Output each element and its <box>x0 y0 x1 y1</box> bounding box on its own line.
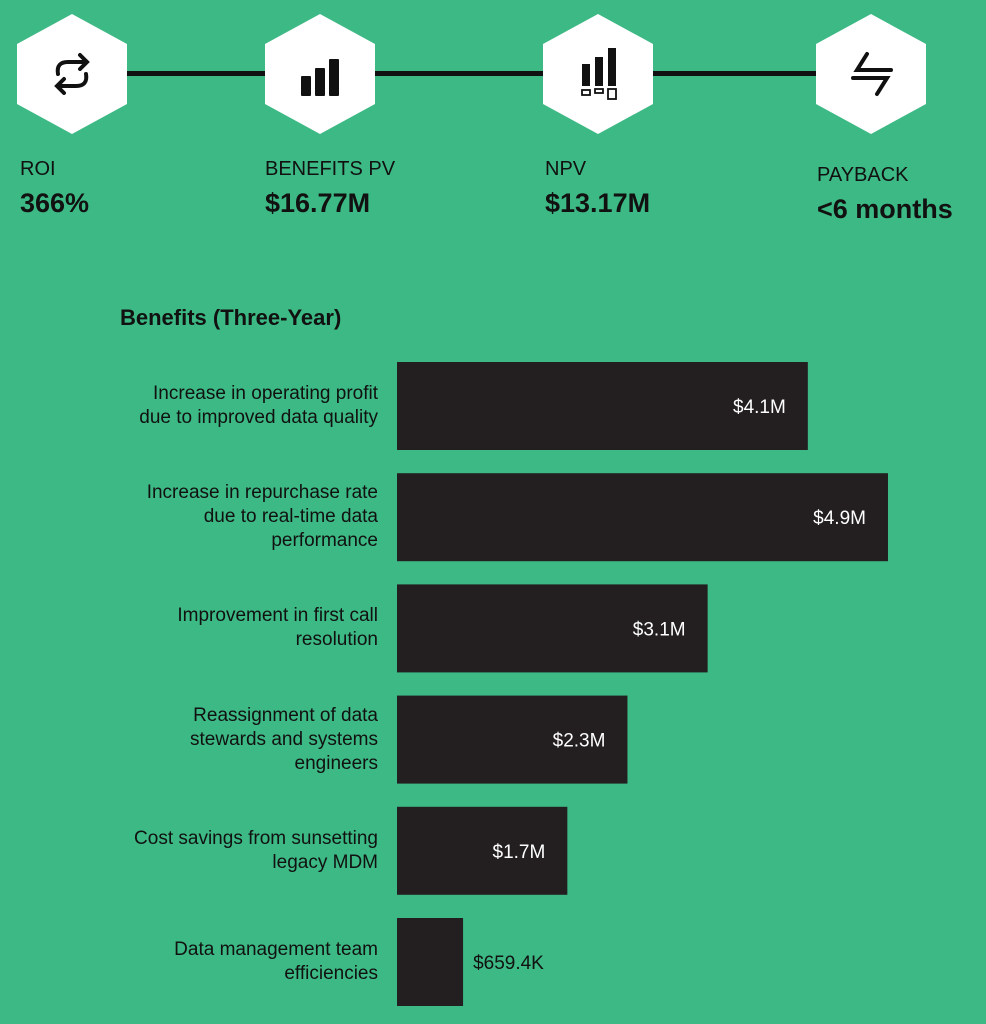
bar-chart-boxes-icon <box>581 48 617 100</box>
category-label: Increase in repurchase rate due to real-t… <box>146 482 378 552</box>
roi-label: ROI <box>20 158 56 180</box>
bar-chart-icon <box>301 59 339 96</box>
bar <box>397 473 888 562</box>
bar <box>397 695 628 784</box>
chart-title: Benefits (Three-Year) <box>120 305 342 330</box>
bar-value-label: $1.7M <box>493 842 546 863</box>
bar-value-label: $2.3M <box>553 731 606 752</box>
payback-value: <6 months <box>817 194 953 224</box>
bar <box>397 918 464 1006</box>
bar-value-label: $4.9M <box>813 508 866 529</box>
category-label: Cost savings from sunsetting legacy MDM <box>134 827 378 873</box>
benefits-pv-label: BENEFITS PV <box>265 158 396 180</box>
payback-label: PAYBACK <box>817 164 909 186</box>
category-label: Improvement in first call resolution <box>177 605 378 651</box>
kpi-connector-line <box>72 71 872 76</box>
bar-value-label: $3.1M <box>633 619 686 640</box>
bar-value-label: $659.4K <box>473 953 544 974</box>
bar <box>397 806 568 895</box>
bar <box>397 362 808 450</box>
category-label: Reassignment of data stewards and systems… <box>190 704 378 774</box>
roi-value: 366% <box>20 188 90 218</box>
bar-value-label: $4.1M <box>733 397 786 418</box>
benefits-pv-hexagon <box>265 14 375 134</box>
bar <box>397 584 708 673</box>
npv-value: $13.17M <box>545 188 651 218</box>
exchange-arrows-icon <box>851 52 893 96</box>
category-label: Data management team efficiencies <box>174 939 378 984</box>
benefits-pv-value: $16.77M <box>265 188 371 218</box>
refresh-icon <box>54 53 90 95</box>
npv-label: NPV <box>545 158 587 180</box>
category-label: Increase in operating profit due to impro… <box>139 383 378 428</box>
